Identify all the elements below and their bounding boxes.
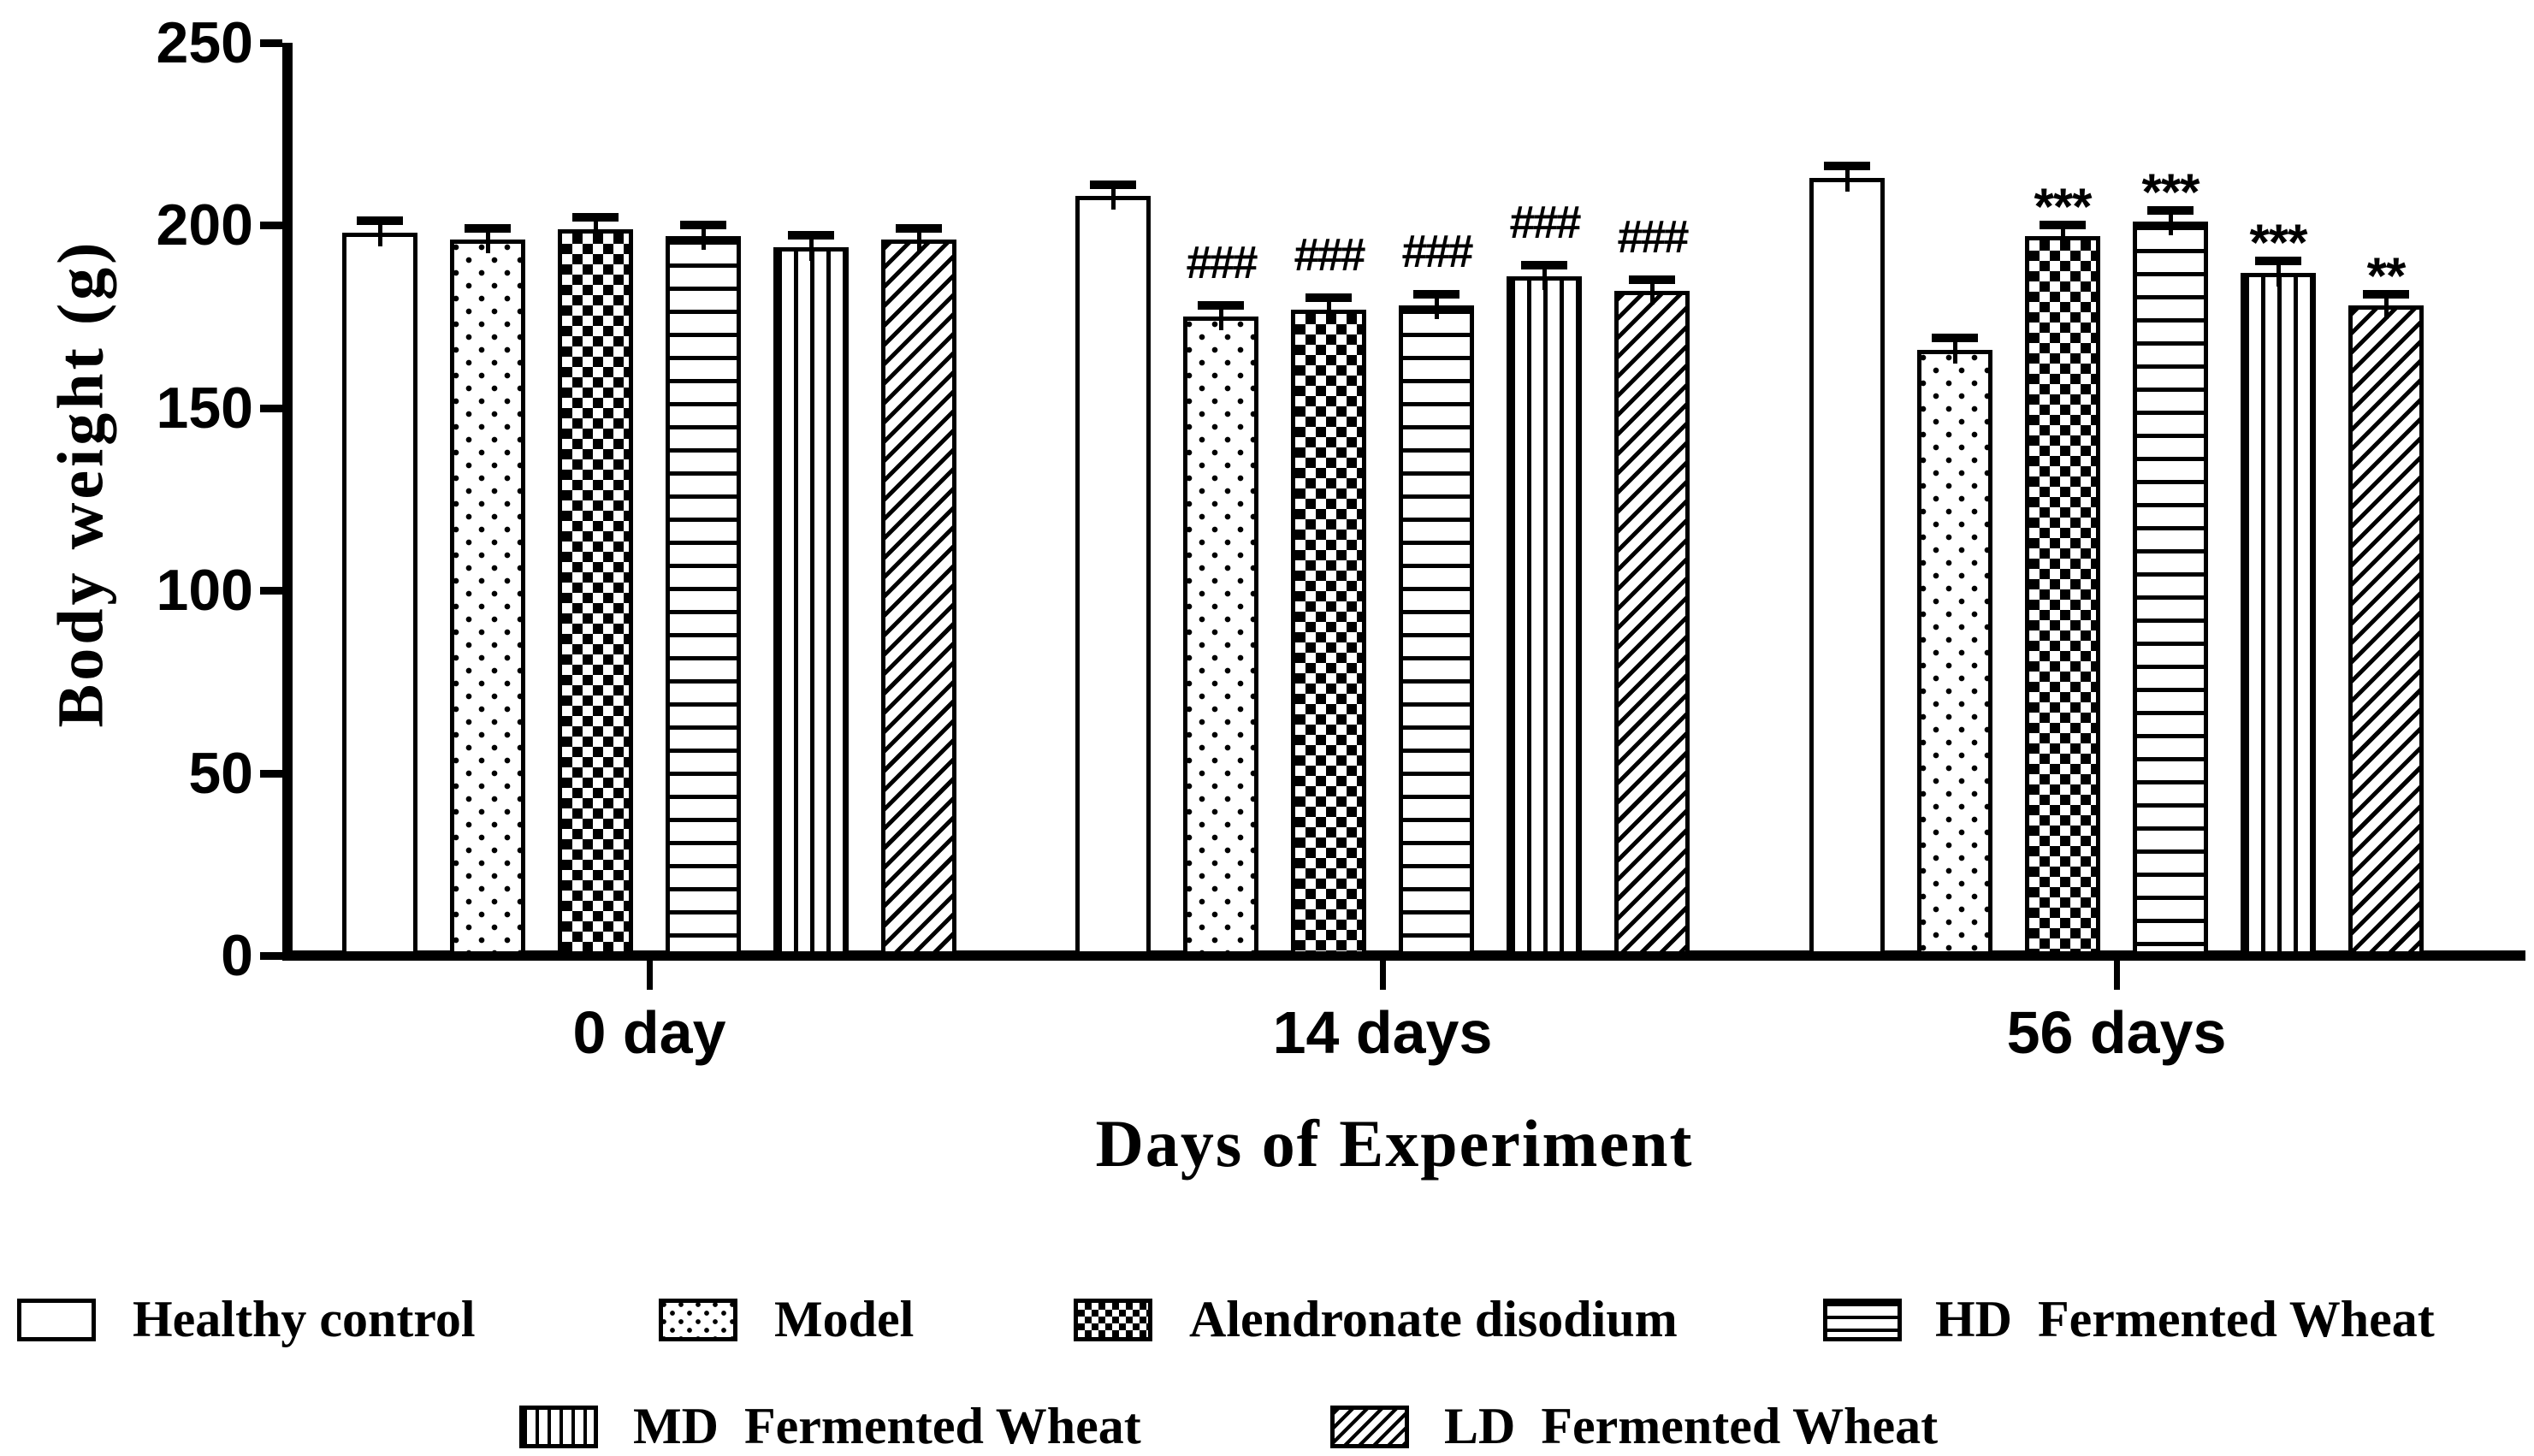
significance-annotation: *** (2249, 214, 2307, 272)
y-tick-label: 150 (156, 375, 253, 441)
legend-swatch-model (659, 1299, 737, 1341)
significance-annotation: ### (1401, 225, 1473, 277)
error-bar-cap (572, 213, 619, 222)
error-bar-stem (1110, 188, 1116, 210)
bar-healthy-control-56-days (1809, 177, 1885, 956)
x-category-label: 0 day (572, 999, 726, 1066)
x-axis-title: Days of Experiment (1095, 1106, 1694, 1181)
significance-annotation: ### (1617, 210, 1689, 263)
y-tick (260, 587, 282, 595)
error-bar-cap (896, 223, 942, 233)
legend-label-alendronate-disodium: Alendronate disodium (1189, 1291, 1678, 1347)
legend-swatch-ld-fermented-wheat (1330, 1406, 1409, 1448)
bar-hd-fermented-wheat-0-day (666, 236, 741, 956)
legend-label-healthy-control: Healthy control (133, 1291, 476, 1347)
x-tick (2114, 961, 2120, 990)
error-bar-stem (1218, 309, 1223, 331)
bar-alendronate-disodium-56-days (2025, 236, 2100, 956)
bar-hd-fermented-wheat-14-days (1399, 305, 1474, 956)
bar-ld-fermented-wheat-56-days (2348, 305, 2424, 956)
error-bar-cap (788, 231, 834, 240)
bar-healthy-control-0-day (342, 232, 417, 956)
y-tick-label: 250 (156, 10, 253, 75)
legend-swatch-hd-fermented-wheat (1823, 1299, 1902, 1341)
error-bar-cap (465, 223, 511, 233)
bar-ld-fermented-wheat-0-day (881, 240, 956, 956)
y-tick (260, 404, 282, 412)
error-bar-cap (2363, 289, 2409, 299)
error-bar-stem (2168, 214, 2173, 236)
x-tick (647, 961, 653, 990)
error-bar-cap (357, 216, 403, 226)
y-tick (260, 222, 282, 230)
y-tick (260, 39, 282, 47)
error-bar-stem (377, 225, 382, 246)
legend-swatch-healthy-control (17, 1299, 96, 1341)
x-category-label: 14 days (1272, 999, 1493, 1066)
error-bar-stem (1434, 298, 1439, 320)
error-bar-stem (2276, 265, 2281, 287)
error-bar-stem (2060, 228, 2065, 251)
error-bar-cap (1090, 180, 1136, 189)
bar-model-0-day (450, 240, 525, 956)
legend-label-md-fermented-wheat: MD Fermented Wheat (633, 1398, 1141, 1454)
bar-ld-fermented-wheat-14-days (1614, 291, 1690, 956)
bar-md-fermented-wheat-56-days (2241, 272, 2316, 956)
error-bar-stem (916, 232, 921, 254)
x-tick (1380, 961, 1386, 990)
error-bar-stem (485, 232, 490, 254)
error-bar-stem (1844, 170, 1850, 192)
legend-swatch-alendronate-disodium (1074, 1299, 1152, 1341)
error-bar-stem (593, 222, 598, 243)
bar-md-fermented-wheat-0-day (773, 247, 849, 956)
error-bar-cap (1629, 275, 1675, 284)
significance-annotation: *** (2034, 177, 2092, 235)
bar-model-14-days (1183, 317, 1258, 956)
significance-annotation: ### (1294, 229, 1365, 281)
error-bar-stem (1952, 341, 1957, 364)
y-tick (260, 952, 282, 960)
error-bar-cap (1932, 333, 1978, 342)
y-tick-label: 200 (156, 192, 253, 258)
error-bar-cap (2040, 220, 2086, 229)
y-axis-spine (282, 43, 293, 961)
error-bar-stem (1542, 269, 1547, 291)
y-tick (260, 769, 282, 778)
significance-annotation: ### (1509, 196, 1581, 248)
x-category-label: 56 days (2006, 999, 2227, 1066)
legend-label-model: Model (774, 1291, 915, 1347)
y-tick-label: 0 (221, 923, 253, 988)
error-bar-stem (1326, 302, 1331, 323)
error-bar-stem (808, 240, 814, 261)
error-bar-stem (2383, 298, 2389, 320)
y-tick-label: 100 (156, 558, 253, 624)
significance-annotation: ** (2366, 246, 2407, 305)
error-bar-cap (1198, 300, 1244, 310)
error-bar-cap (1521, 260, 1567, 269)
legend-label-hd-fermented-wheat: HD Fermented Wheat (1935, 1291, 2435, 1347)
y-axis-title: Body weight (g) (44, 239, 117, 728)
legend-label-ld-fermented-wheat: LD Fermented Wheat (1444, 1398, 1939, 1454)
error-bar-stem (1649, 283, 1655, 305)
error-bar-cap (2147, 205, 2194, 215)
bar-alendronate-disodium-14-days (1291, 309, 1366, 956)
bar-alendronate-disodium-0-day (558, 228, 633, 956)
significance-annotation: *** (2141, 163, 2199, 221)
error-bar-stem (701, 228, 706, 251)
bar-healthy-control-14-days (1075, 196, 1151, 956)
error-bar-cap (1305, 293, 1352, 303)
error-bar-cap (1824, 162, 1870, 171)
y-tick-label: 50 (188, 740, 253, 806)
significance-annotation: ### (1186, 236, 1258, 288)
error-bar-cap (2255, 257, 2301, 266)
error-bar-cap (1413, 289, 1459, 299)
legend-swatch-md-fermented-wheat (519, 1406, 598, 1448)
bar-md-fermented-wheat-14-days (1507, 276, 1582, 956)
bar-hd-fermented-wheat-56-days (2133, 222, 2208, 956)
error-bar-cap (680, 220, 726, 229)
bar-model-56-days (1917, 349, 1992, 956)
